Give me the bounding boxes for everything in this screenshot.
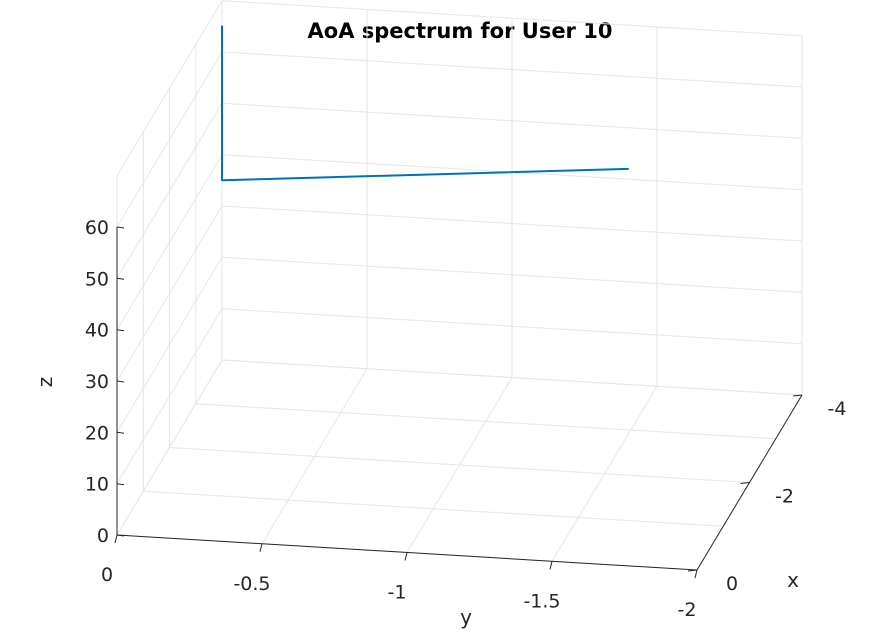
grid-line-x — [143, 490, 724, 527]
z-tick-mark — [116, 431, 125, 434]
z-tick-mark — [116, 534, 125, 537]
z-tick-label: 60 — [85, 217, 109, 239]
z-tick-mark — [116, 277, 125, 280]
x-tick-label: 0 — [726, 573, 738, 595]
z-tick-label: 30 — [85, 371, 109, 393]
y-tick-label: -1 — [388, 582, 407, 604]
z-tick-label: 50 — [85, 268, 109, 290]
z-tick-label: 40 — [85, 320, 109, 342]
grid-line-x — [169, 447, 750, 483]
y-tick-mark — [114, 534, 118, 544]
y-axis-label: y — [460, 605, 472, 629]
y-tick-mark — [259, 543, 263, 552]
axis-lines — [114, 226, 803, 579]
y-tick-label: -1.5 — [523, 590, 560, 612]
grid-line-x — [221, 359, 803, 396]
z-tick-label: 0 — [97, 525, 109, 547]
x-tick-mark — [740, 482, 750, 484]
y-tick-label: 0 — [101, 564, 113, 586]
series-line-1 — [221, 25, 629, 182]
x-tick-label: -2 — [775, 486, 794, 508]
y-tick-mark — [404, 552, 408, 561]
z-tick-label: 10 — [85, 474, 109, 496]
chart-title: AoA spectrum for User 10 — [308, 19, 613, 43]
z-tick-mark — [116, 329, 125, 332]
data-series — [221, 25, 629, 182]
x-tick-mark — [687, 569, 698, 572]
z-tick-mark — [116, 380, 125, 383]
z-tick-label: 20 — [85, 422, 109, 444]
grid-line-x — [195, 403, 776, 440]
x-tick-mark — [792, 394, 803, 397]
y-tick-label: -2 — [678, 599, 697, 621]
y-tick-mark — [694, 569, 698, 579]
z-tick-mark — [116, 226, 125, 229]
y-tick-mark — [549, 561, 553, 570]
tick-labels: 0 -0.5 -1 -1.5 -2 0 -2 -4 0 10 20 30 40 50 60 — [85, 217, 847, 621]
x-axis-label: x — [787, 568, 799, 592]
grid-lines — [116, 0, 803, 571]
z-axis-label: z — [33, 377, 57, 388]
z-tick-mark — [116, 483, 125, 486]
x-tick-label: -4 — [828, 398, 847, 420]
y-tick-label: -0.5 — [233, 573, 270, 595]
